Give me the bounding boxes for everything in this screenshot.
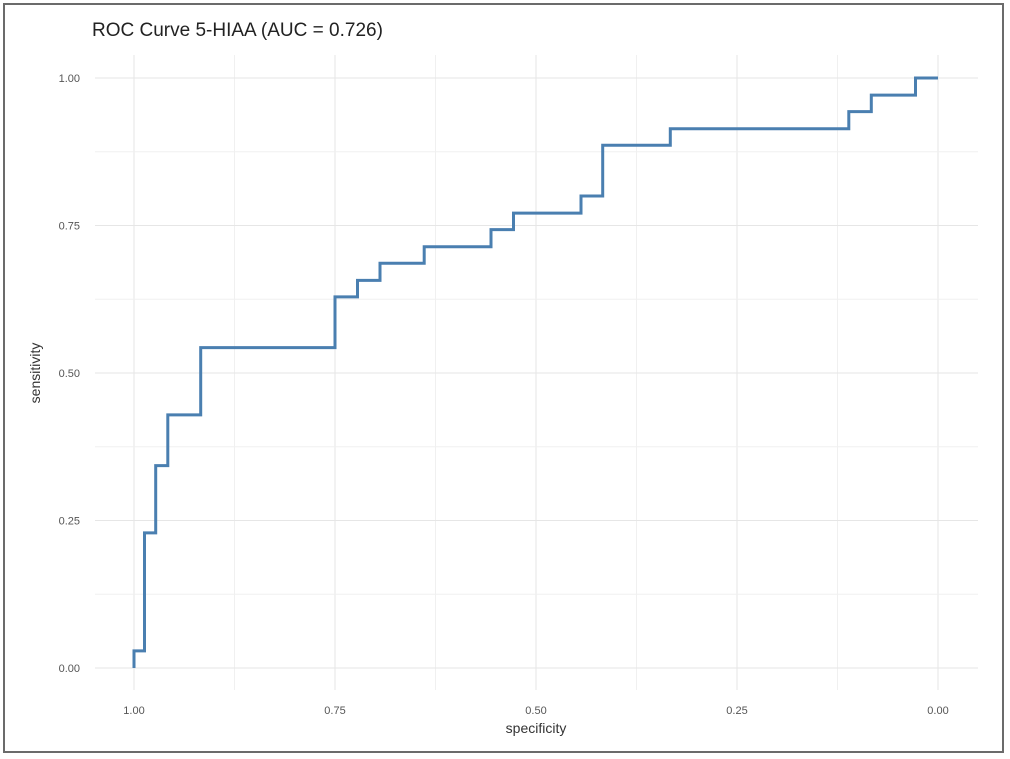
- x-tick-label: 1.00: [123, 705, 144, 717]
- y-tick-label: 1.00: [59, 73, 80, 85]
- tick-labels: 1.00 0.75 0.50 0.25 0.00 0.00 0.25 0.50 0.75 1.00: [59, 73, 949, 717]
- x-tick-label: 0.00: [927, 705, 948, 717]
- curve-layer: [132, 76, 938, 668]
- x-tick-label: 0.25: [726, 705, 747, 717]
- y-axis-label: sensitivity: [27, 343, 43, 404]
- y-tick-label: 0.75: [59, 221, 80, 233]
- x-axis-label: specificity: [506, 720, 567, 736]
- grid: [95, 55, 978, 690]
- y-tick-label: 0.25: [59, 516, 80, 528]
- y-tick-label: 0.00: [59, 663, 80, 675]
- chart-title: ROC Curve 5-HIAA (AUC = 0.726): [92, 20, 383, 41]
- roc-curve-line: [132, 76, 938, 668]
- y-tick-label: 0.50: [59, 368, 80, 380]
- x-tick-label: 0.50: [525, 705, 546, 717]
- x-tick-label: 0.75: [324, 705, 345, 717]
